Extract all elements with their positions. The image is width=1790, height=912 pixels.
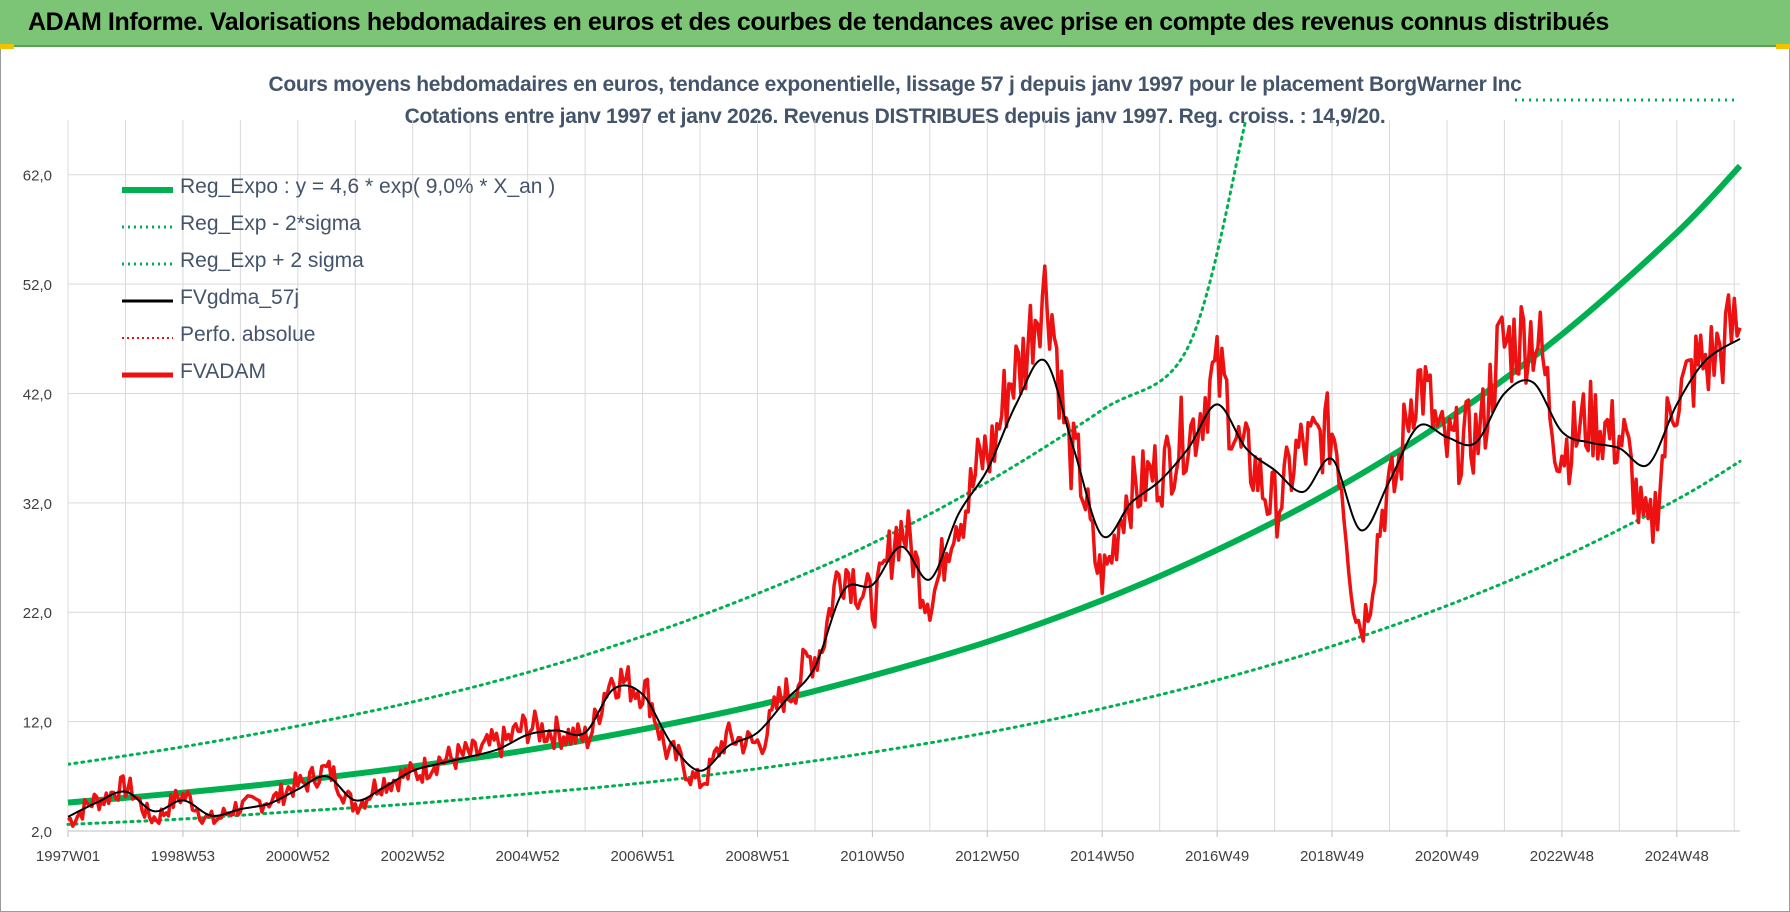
legend-swatch xyxy=(122,225,173,229)
x-tick-label: 2022W48 xyxy=(1530,848,1594,865)
series-layer xyxy=(66,120,1743,828)
y-tick-label: 42,0 xyxy=(23,386,52,403)
series-reg-exp-plus-2sigma xyxy=(68,120,1248,766)
legend-swatch xyxy=(122,372,173,378)
grid xyxy=(67,120,1740,832)
x-tick-label: 2008W51 xyxy=(725,848,789,865)
legend-label: FVgdma_57j xyxy=(180,286,300,309)
x-tick-label: 2020W49 xyxy=(1415,848,1479,865)
x-tick-label: 2024W48 xyxy=(1645,848,1709,865)
x-tick-label: 2014W50 xyxy=(1070,848,1134,865)
x-tick-label: 2012W50 xyxy=(955,848,1019,865)
y-tick-label: 22,0 xyxy=(23,605,52,622)
series-reg-expo xyxy=(67,163,1743,806)
series-fvadam xyxy=(67,264,1742,828)
x-tick-label: 1998W53 xyxy=(151,848,215,865)
legend-label: FVADAM xyxy=(180,360,266,383)
x-tick-label: 2016W49 xyxy=(1185,848,1249,865)
x-tick-label: 2002W52 xyxy=(381,848,445,865)
corner-mark xyxy=(0,44,14,49)
x-tick-label: 2004W52 xyxy=(496,848,560,865)
legend-label: Reg_Expo : y = 4,6 * exp( 9,0% * X_an ) xyxy=(180,175,556,198)
y-tick-label: 2,0 xyxy=(31,824,52,841)
legend-swatch xyxy=(122,299,173,303)
corner-mark xyxy=(1776,44,1790,49)
y-tick-label: 62,0 xyxy=(23,168,52,185)
legend-swatch xyxy=(122,187,173,193)
legend-label: Reg_Exp - 2*sigma xyxy=(180,212,361,235)
series-fvgdma-57j xyxy=(67,337,1741,818)
y-tick-label: 52,0 xyxy=(23,277,52,294)
x-tick-label: 2000W52 xyxy=(266,848,330,865)
chart-title: Cours moyens hebdomadaires en euros, ten… xyxy=(268,73,1522,96)
x-tick-label: 2010W50 xyxy=(840,848,904,865)
chart-subtitle: Cotations entre janv 1997 et janv 2026. … xyxy=(404,105,1386,128)
y-tick-label: 32,0 xyxy=(23,496,52,513)
report-title: ADAM Informe. Valorisations hebdomadaire… xyxy=(28,8,1609,36)
axes: 2,0 12,0 22,0 32,0 42,0 52,0 62,0 1997W01 1998W5… xyxy=(23,98,1740,865)
x-tick-label: 1997W01 xyxy=(36,848,100,865)
legend-swatch xyxy=(122,262,173,266)
legend-swatch xyxy=(122,337,173,339)
report-banner: ADAM Informe. Valorisations hebdomadaire… xyxy=(0,0,1790,47)
series-reg-exp-minus-2sigma xyxy=(66,459,1742,826)
legend-label: Perfo. absolue xyxy=(180,323,316,346)
legend-label: Reg_Exp + 2 sigma xyxy=(180,249,364,272)
x-tick-label: 2018W49 xyxy=(1300,848,1364,865)
x-tick-label: 2006W51 xyxy=(610,848,674,865)
y-tick-label: 12,0 xyxy=(23,715,52,732)
